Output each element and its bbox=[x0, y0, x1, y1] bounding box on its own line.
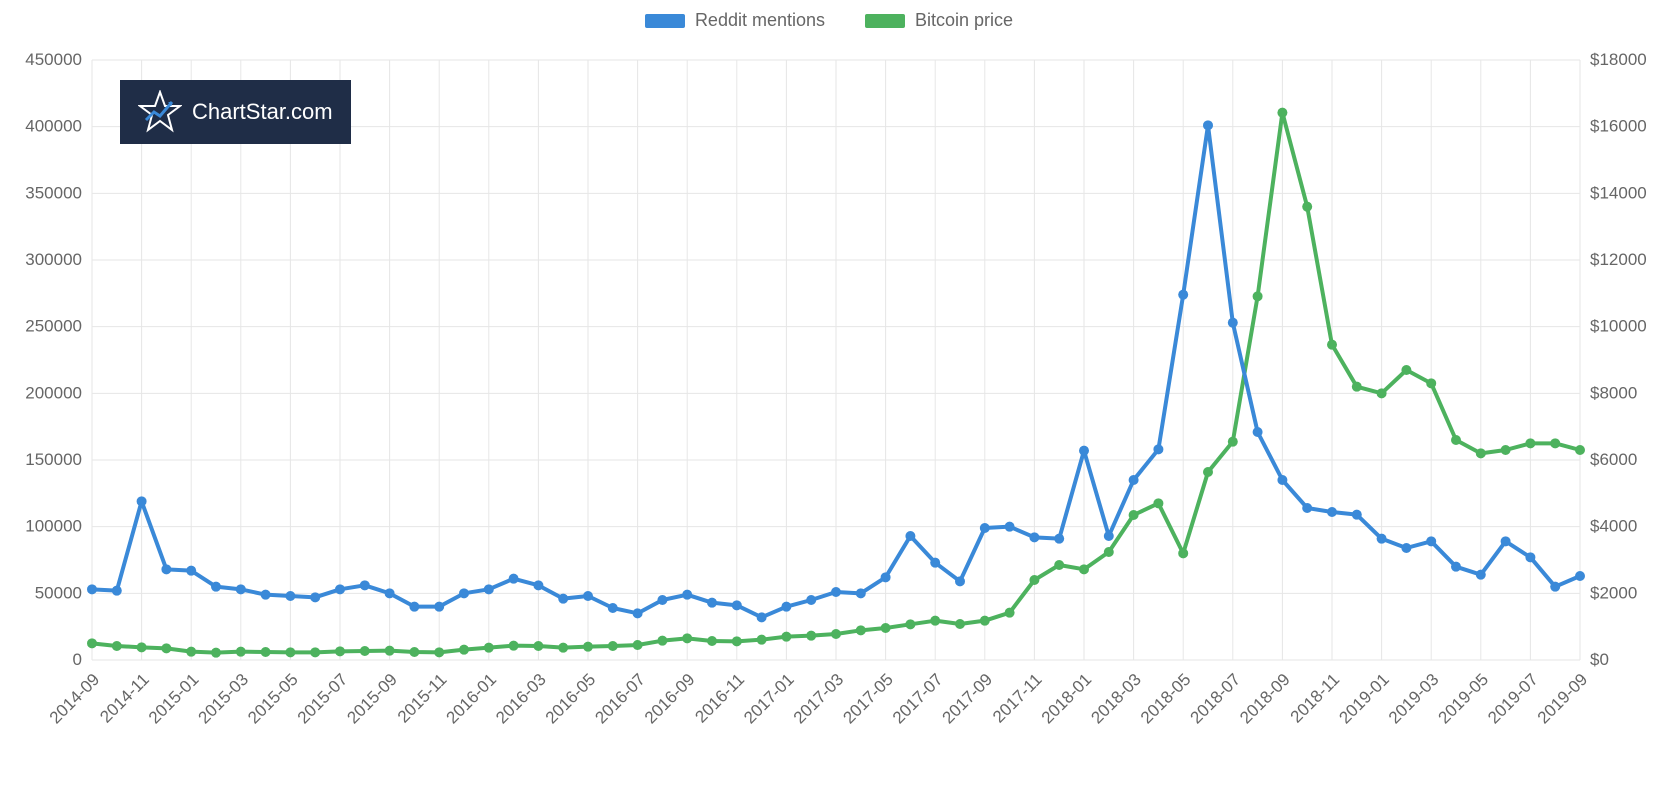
svg-text:2018-07: 2018-07 bbox=[1187, 670, 1245, 728]
svg-text:2017-05: 2017-05 bbox=[839, 670, 897, 728]
svg-text:2017-11: 2017-11 bbox=[989, 670, 1046, 727]
svg-text:2016-11: 2016-11 bbox=[691, 670, 748, 727]
watermark-text: ChartStar.com bbox=[192, 99, 333, 125]
svg-text:0: 0 bbox=[73, 650, 82, 669]
chart-container: Reddit mentions Bitcoin price ChartStar.… bbox=[0, 0, 1658, 810]
legend-swatch-bitcoin bbox=[865, 14, 905, 28]
legend-label-bitcoin: Bitcoin price bbox=[915, 10, 1013, 31]
svg-text:2019-01: 2019-01 bbox=[1335, 670, 1393, 728]
svg-text:2018-05: 2018-05 bbox=[1137, 670, 1195, 728]
legend: Reddit mentions Bitcoin price bbox=[0, 10, 1658, 31]
legend-label-reddit: Reddit mentions bbox=[695, 10, 825, 31]
svg-text:2019-03: 2019-03 bbox=[1385, 670, 1443, 728]
svg-text:$8000: $8000 bbox=[1590, 383, 1637, 402]
svg-text:2016-09: 2016-09 bbox=[641, 670, 699, 728]
chartstar-logo-icon bbox=[138, 90, 182, 134]
svg-text:450000: 450000 bbox=[25, 50, 82, 69]
watermark[interactable]: ChartStar.com bbox=[120, 80, 351, 144]
svg-text:2018-03: 2018-03 bbox=[1087, 670, 1145, 728]
svg-text:50000: 50000 bbox=[35, 583, 82, 602]
svg-text:$6000: $6000 bbox=[1590, 450, 1637, 469]
svg-text:2018-01: 2018-01 bbox=[1038, 670, 1096, 728]
svg-text:2017-03: 2017-03 bbox=[790, 670, 848, 728]
svg-text:2019-05: 2019-05 bbox=[1435, 670, 1493, 728]
svg-text:150000: 150000 bbox=[25, 450, 82, 469]
svg-text:$12000: $12000 bbox=[1590, 250, 1647, 269]
svg-text:2015-05: 2015-05 bbox=[244, 670, 302, 728]
svg-text:2018-09: 2018-09 bbox=[1236, 670, 1294, 728]
svg-text:$0: $0 bbox=[1590, 650, 1609, 669]
svg-text:$16000: $16000 bbox=[1590, 117, 1647, 136]
svg-text:2018-11: 2018-11 bbox=[1287, 670, 1344, 727]
legend-item-reddit[interactable]: Reddit mentions bbox=[645, 10, 825, 31]
svg-text:2019-09: 2019-09 bbox=[1534, 670, 1592, 728]
svg-text:2014-11: 2014-11 bbox=[96, 670, 153, 727]
svg-text:200000: 200000 bbox=[25, 383, 82, 402]
svg-text:2015-11: 2015-11 bbox=[394, 670, 451, 727]
svg-text:2017-01: 2017-01 bbox=[740, 670, 798, 728]
svg-text:2014-09: 2014-09 bbox=[46, 670, 104, 728]
svg-text:$14000: $14000 bbox=[1590, 183, 1647, 202]
svg-text:2019-07: 2019-07 bbox=[1484, 670, 1542, 728]
svg-text:$18000: $18000 bbox=[1590, 50, 1647, 69]
legend-item-bitcoin[interactable]: Bitcoin price bbox=[865, 10, 1013, 31]
svg-text:250000: 250000 bbox=[25, 317, 82, 336]
svg-text:$10000: $10000 bbox=[1590, 317, 1647, 336]
svg-text:$4000: $4000 bbox=[1590, 517, 1637, 536]
svg-text:300000: 300000 bbox=[25, 250, 82, 269]
svg-text:2015-09: 2015-09 bbox=[343, 670, 401, 728]
svg-text:$2000: $2000 bbox=[1590, 583, 1637, 602]
svg-text:2016-03: 2016-03 bbox=[492, 670, 550, 728]
svg-text:2015-03: 2015-03 bbox=[195, 670, 253, 728]
svg-text:2017-07: 2017-07 bbox=[889, 670, 947, 728]
svg-text:400000: 400000 bbox=[25, 117, 82, 136]
svg-text:2016-01: 2016-01 bbox=[443, 670, 501, 728]
svg-text:2017-09: 2017-09 bbox=[939, 670, 997, 728]
svg-text:2015-07: 2015-07 bbox=[294, 670, 352, 728]
svg-text:2016-05: 2016-05 bbox=[542, 670, 600, 728]
svg-text:350000: 350000 bbox=[25, 183, 82, 202]
svg-text:2016-07: 2016-07 bbox=[591, 670, 649, 728]
svg-text:100000: 100000 bbox=[25, 517, 82, 536]
legend-swatch-reddit bbox=[645, 14, 685, 28]
svg-text:2015-01: 2015-01 bbox=[145, 670, 203, 728]
